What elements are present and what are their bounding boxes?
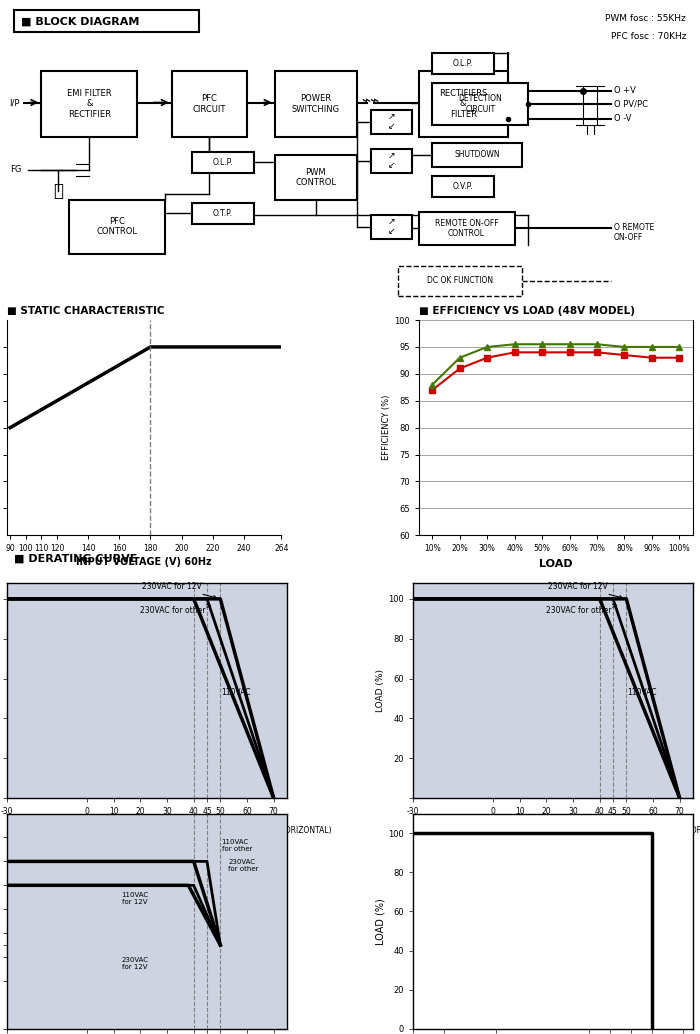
230VAC (510, 338, 519, 351)
Text: (HORIZONTAL): (HORIZONTAL) (682, 826, 700, 835)
Bar (41, 71, 137, 136)
X-axis label: AMBIENT TEMPERATURE WITH  FORCED AIR COOLING(℃): AMBIENT TEMPERATURE WITH FORCED AIR COOL… (425, 819, 681, 828)
Bar (398, 266, 522, 296)
Bar (193, 152, 254, 173)
230VAC (675, 341, 683, 354)
115VAC (428, 384, 437, 396)
Text: DC OK FUNCTION: DC OK FUNCTION (427, 276, 493, 285)
Text: FG: FG (10, 165, 22, 175)
Text: ↗
↙: ↗ ↙ (387, 151, 395, 171)
Text: ■ BLOCK DIAGRAM: ■ BLOCK DIAGRAM (21, 17, 139, 27)
230VAC (593, 338, 601, 351)
Bar (419, 71, 508, 136)
Text: ↗
↙: ↗ ↙ (387, 217, 395, 237)
Text: DETECTION
CIRCUIT: DETECTION CIRCUIT (458, 94, 502, 114)
Text: 110VAC
for 12V: 110VAC for 12V (121, 892, 148, 906)
115VAC (675, 352, 683, 364)
Bar (370, 110, 412, 134)
Bar (370, 149, 412, 173)
Text: O.V.P.: O.V.P. (453, 182, 473, 191)
Text: 230VAC
for other: 230VAC for other (228, 859, 259, 872)
Text: RECTIFIERS
&
FILTER: RECTIFIERS & FILTER (439, 89, 487, 119)
Text: PWM
CONTROL: PWM CONTROL (295, 168, 336, 187)
115VAC (483, 352, 491, 364)
Text: EMI FILTER
&
RECTIFIER: EMI FILTER & RECTIFIER (67, 89, 111, 119)
230VAC (456, 352, 464, 364)
Line: 230VAC: 230VAC (430, 341, 682, 388)
230VAC (620, 341, 629, 354)
Text: 230VAC for other: 230VAC for other (139, 604, 211, 615)
115VAC (456, 362, 464, 374)
Bar (433, 176, 494, 196)
Text: I/P: I/P (9, 98, 20, 107)
115VAC (566, 346, 574, 359)
X-axis label: INPUT VOLTAGE (V) 60Hz: INPUT VOLTAGE (V) 60Hz (76, 557, 212, 568)
Text: O REMOTE
ON-OFF: O REMOTE ON-OFF (614, 223, 654, 243)
Text: O.L.P.: O.L.P. (453, 59, 473, 68)
X-axis label: LOAD: LOAD (539, 559, 573, 569)
115VAC (620, 348, 629, 361)
Text: PWM fosc : 55KHz: PWM fosc : 55KHz (606, 14, 686, 23)
Text: REMOTE ON-OFF
CONTROL: REMOTE ON-OFF CONTROL (435, 218, 498, 238)
115VAC (538, 346, 546, 359)
Bar (274, 71, 357, 136)
Text: POWER
SWITCHING: POWER SWITCHING (292, 94, 340, 114)
Text: O.L.P.: O.L.P. (213, 158, 233, 166)
Text: ⏚: ⏚ (53, 182, 64, 200)
Text: PFC fosc : 70KHz: PFC fosc : 70KHz (610, 32, 686, 41)
Text: ■ STATIC CHARACTERISTIC: ■ STATIC CHARACTERISTIC (7, 306, 164, 316)
Bar (433, 53, 494, 74)
Text: O +V: O +V (614, 86, 636, 95)
Text: (HORIZONTAL): (HORIZONTAL) (276, 826, 332, 835)
Bar (274, 155, 357, 200)
Text: O PV/PC: O PV/PC (614, 99, 648, 109)
230VAC (648, 341, 656, 354)
Bar (433, 143, 522, 166)
Text: 110VAC: 110VAC (222, 688, 251, 697)
Text: ■ EFFICIENCY VS LOAD (48V MODEL): ■ EFFICIENCY VS LOAD (48V MODEL) (419, 306, 635, 316)
Text: 230VAC for other: 230VAC for other (545, 604, 617, 615)
115VAC (510, 346, 519, 359)
Y-axis label: EFFICIENCY (%): EFFICIENCY (%) (382, 395, 391, 460)
230VAC (428, 378, 437, 391)
Bar (419, 212, 514, 245)
Text: 230VAC for 12V: 230VAC for 12V (143, 582, 216, 599)
Text: 230VAC
for 12V: 230VAC for 12V (122, 957, 148, 970)
Y-axis label: LOAD (%): LOAD (%) (377, 669, 386, 712)
Text: ↗
↙: ↗ ↙ (387, 113, 395, 131)
115VAC (593, 346, 601, 359)
Bar (433, 83, 528, 125)
230VAC (483, 341, 491, 354)
Text: 110VAC: 110VAC (628, 688, 657, 697)
Bar (193, 203, 254, 223)
Bar (172, 71, 247, 136)
Text: 230VAC for 12V: 230VAC for 12V (549, 582, 622, 599)
Bar (14, 9, 199, 32)
Text: ⌁⌁: ⌁⌁ (361, 93, 379, 109)
X-axis label: AMBIENT TEMPERATURE WITH  CONDUCTION COOLING(℃): AMBIENT TEMPERATURE WITH CONDUCTION COOL… (15, 819, 279, 828)
115VAC (648, 352, 656, 364)
Text: ■ DERATING CURVE: ■ DERATING CURVE (14, 554, 137, 565)
Text: SHUTDOWN: SHUTDOWN (454, 150, 500, 159)
Text: O -V: O -V (614, 115, 631, 123)
Bar (370, 215, 412, 239)
Text: 110VAC
for other: 110VAC for other (222, 839, 252, 852)
Y-axis label: LOAD (%): LOAD (%) (375, 898, 386, 945)
Text: PFC
CIRCUIT: PFC CIRCUIT (193, 94, 226, 114)
230VAC (538, 338, 546, 351)
Bar (69, 200, 164, 253)
Line: 115VAC: 115VAC (430, 349, 682, 393)
230VAC (566, 338, 574, 351)
Text: O.T.P.: O.T.P. (213, 209, 233, 218)
Text: PFC
CONTROL: PFC CONTROL (97, 217, 137, 237)
